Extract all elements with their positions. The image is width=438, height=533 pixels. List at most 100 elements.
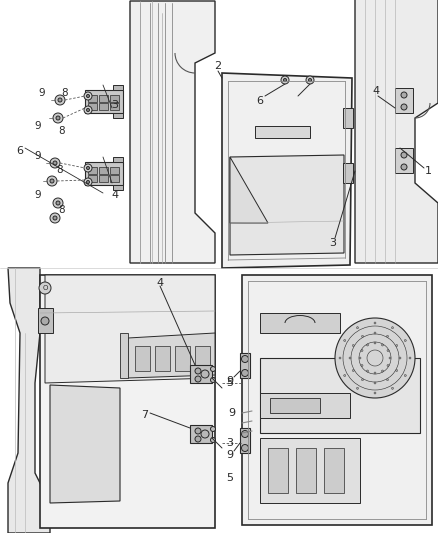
Bar (343, 163, 353, 183)
Text: 8: 8 (62, 88, 68, 98)
Circle shape (367, 370, 368, 372)
Circle shape (392, 327, 393, 329)
Circle shape (56, 116, 60, 120)
Text: 9: 9 (228, 408, 235, 418)
Text: O: O (42, 285, 48, 291)
Circle shape (361, 350, 363, 351)
Polygon shape (355, 0, 438, 263)
Circle shape (211, 438, 215, 442)
Circle shape (389, 357, 391, 359)
Polygon shape (230, 155, 344, 255)
Bar (88, 95, 97, 102)
Bar (99, 167, 108, 174)
Bar (343, 108, 353, 128)
Circle shape (352, 344, 354, 346)
Circle shape (241, 431, 248, 438)
Text: 4: 4 (372, 86, 380, 96)
Circle shape (50, 158, 60, 168)
Circle shape (241, 369, 248, 376)
Bar (110, 175, 119, 182)
Text: 9: 9 (226, 376, 233, 386)
Circle shape (241, 445, 248, 451)
Polygon shape (260, 393, 350, 418)
Circle shape (396, 344, 398, 346)
Polygon shape (242, 275, 432, 525)
Circle shape (41, 317, 49, 325)
Polygon shape (113, 85, 123, 90)
Circle shape (361, 378, 364, 381)
Circle shape (401, 164, 407, 170)
Circle shape (84, 178, 92, 186)
Circle shape (374, 332, 376, 334)
Polygon shape (222, 73, 352, 268)
Bar (110, 95, 119, 102)
Circle shape (58, 98, 62, 102)
Bar (38, 308, 53, 333)
Bar (296, 448, 316, 493)
Polygon shape (85, 90, 123, 113)
Circle shape (241, 356, 248, 362)
Bar (88, 103, 97, 110)
Bar (175, 346, 190, 371)
Text: 9: 9 (226, 450, 233, 460)
Bar (395, 148, 413, 173)
Circle shape (387, 350, 389, 351)
Circle shape (53, 113, 63, 123)
Circle shape (374, 372, 376, 374)
Bar (270, 398, 320, 413)
Circle shape (84, 164, 92, 172)
Circle shape (361, 335, 364, 337)
Bar (99, 103, 108, 110)
Circle shape (374, 392, 376, 394)
Circle shape (349, 357, 351, 359)
Circle shape (357, 327, 358, 329)
Bar (99, 175, 108, 182)
Text: 9: 9 (35, 121, 41, 131)
Circle shape (201, 370, 209, 378)
Text: 5: 5 (226, 473, 233, 483)
Polygon shape (130, 1, 215, 263)
Bar (240, 428, 250, 453)
Text: 3: 3 (112, 100, 119, 110)
Circle shape (195, 376, 201, 382)
Circle shape (401, 104, 407, 110)
Circle shape (56, 201, 60, 205)
Circle shape (47, 176, 57, 186)
Circle shape (195, 368, 201, 374)
Circle shape (84, 92, 92, 100)
Text: 8: 8 (57, 165, 64, 175)
Circle shape (344, 375, 346, 376)
Bar (268, 448, 288, 493)
Circle shape (283, 78, 286, 82)
Circle shape (401, 152, 407, 158)
Circle shape (386, 378, 389, 381)
Bar (99, 95, 108, 102)
Text: 1: 1 (424, 166, 431, 176)
Circle shape (50, 179, 54, 183)
Circle shape (86, 166, 89, 169)
Circle shape (359, 357, 361, 359)
Circle shape (50, 213, 60, 223)
Circle shape (381, 370, 384, 372)
Circle shape (374, 322, 376, 324)
Polygon shape (113, 185, 123, 190)
Text: 6: 6 (17, 146, 24, 156)
Polygon shape (40, 275, 215, 528)
Text: 5: 5 (226, 378, 233, 388)
Polygon shape (128, 333, 215, 378)
Circle shape (84, 106, 92, 114)
Bar (135, 346, 150, 371)
Circle shape (361, 365, 363, 367)
Circle shape (381, 344, 384, 346)
Text: 8: 8 (59, 205, 65, 215)
Polygon shape (260, 358, 420, 433)
Circle shape (344, 340, 346, 342)
Polygon shape (8, 268, 50, 533)
Circle shape (357, 387, 358, 389)
Text: 9: 9 (35, 190, 41, 200)
Text: 7: 7 (141, 410, 148, 420)
Text: 8: 8 (59, 126, 65, 136)
Circle shape (195, 436, 201, 442)
Polygon shape (113, 113, 123, 118)
Circle shape (399, 357, 401, 359)
